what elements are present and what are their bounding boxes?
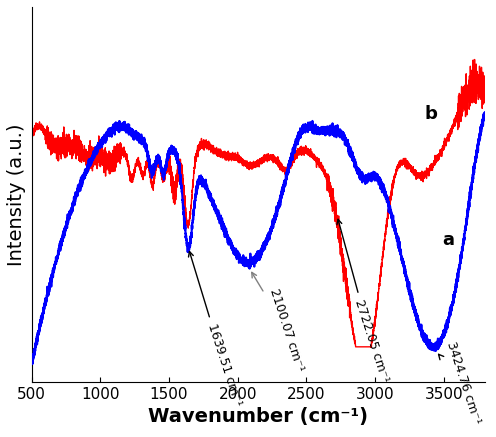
Text: b: b <box>425 105 437 123</box>
Text: a: a <box>442 231 454 249</box>
Y-axis label: Intensity (a.u.): Intensity (a.u.) <box>7 123 26 266</box>
X-axis label: Wavenumber (cm⁻¹): Wavenumber (cm⁻¹) <box>148 407 368 426</box>
Text: 1639.51 cm⁻¹: 1639.51 cm⁻¹ <box>188 252 244 408</box>
Text: 2100.07 cm⁻¹: 2100.07 cm⁻¹ <box>252 272 307 374</box>
Text: 3424.76 cm⁻¹: 3424.76 cm⁻¹ <box>438 340 483 426</box>
Text: 2722.05 cm⁻¹: 2722.05 cm⁻¹ <box>337 219 391 384</box>
